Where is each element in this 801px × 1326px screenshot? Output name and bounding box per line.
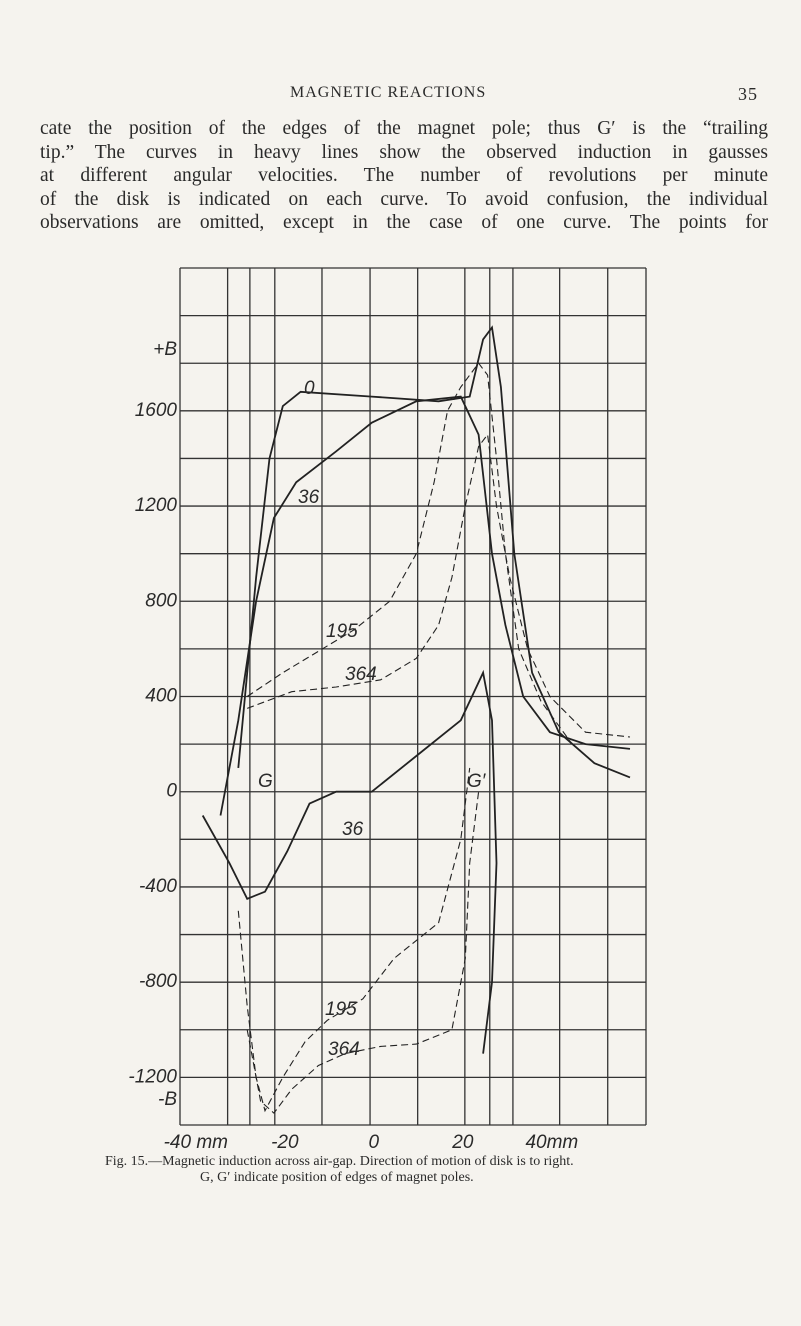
x-tick-label: 0	[369, 1132, 380, 1153]
annotation: G	[258, 771, 273, 792]
y-tick-label: 800	[145, 590, 177, 611]
y-tick-label: 400	[145, 686, 177, 707]
curve	[219, 395, 631, 816]
curve-label: 364	[345, 664, 377, 685]
page-number: 35	[738, 84, 758, 104]
text-line: at different angular velocities. The num…	[40, 165, 768, 186]
curve-label: 364	[328, 1039, 360, 1060]
text-line: cate the position of the edges of the ma…	[40, 118, 768, 139]
y-axis-label: -B	[158, 1089, 177, 1110]
x-tick-label: -40 mm	[164, 1132, 228, 1153]
y-tick-label: -800	[139, 971, 177, 992]
y-tick-label: 1200	[135, 495, 178, 516]
x-tick-label: -20	[271, 1132, 299, 1153]
curve-label: 0	[304, 378, 315, 399]
text-line: of the disk is indicated on each curve. …	[40, 188, 768, 210]
annotation: G′	[467, 771, 487, 792]
text-line: tip.” The curves in heavy lines show the…	[40, 141, 768, 163]
curve	[201, 669, 498, 1054]
x-tick-label: 20	[451, 1132, 474, 1153]
curve	[237, 767, 471, 1113]
curve-label: 195	[325, 999, 357, 1020]
y-axis-label: +B	[153, 339, 177, 360]
curve-label: 36	[342, 819, 364, 840]
curve	[247, 433, 631, 738]
y-tick-label: 0	[166, 781, 177, 802]
caption: Fig. 15.—Magnetic induction across air-g…	[105, 1154, 574, 1169]
y-tick-label: 1600	[135, 400, 178, 421]
y-tick-label: -400	[139, 876, 177, 897]
curve	[246, 362, 573, 745]
curve	[237, 325, 631, 779]
caption: G, G′ indicate position of edges of magn…	[200, 1170, 474, 1185]
y-tick-label: -1200	[128, 1066, 177, 1087]
curve-label: 195	[326, 621, 358, 642]
text-line: observations are omitted, except in the …	[40, 212, 768, 233]
curve	[246, 791, 480, 1114]
running-head: MAGNETIC REACTIONS	[290, 84, 487, 101]
curve-label: 36	[298, 487, 320, 508]
x-tick-label: 40mm	[525, 1132, 578, 1153]
